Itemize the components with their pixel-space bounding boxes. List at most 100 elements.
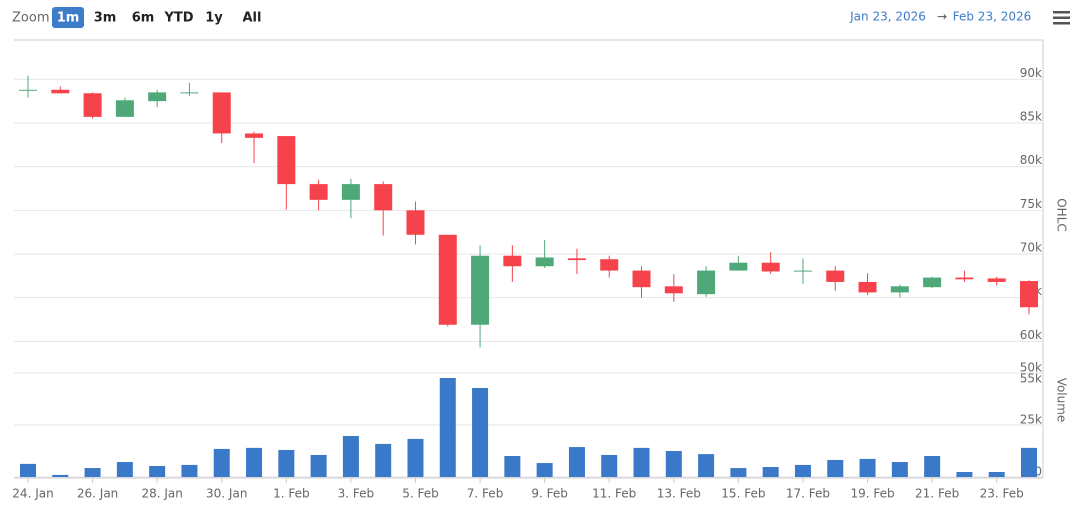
x-tick-label: 17. Feb <box>786 487 830 501</box>
candle-body <box>955 277 974 280</box>
y-tick-label: 80k <box>1020 153 1042 167</box>
zoom-button[interactable]: 3m <box>94 11 117 26</box>
x-tick-label: 21. Feb <box>915 487 959 501</box>
candle-body <box>632 270 651 288</box>
volume-bar <box>52 474 69 477</box>
volume-bar <box>1021 447 1037 477</box>
candle-body <box>212 92 231 134</box>
candle-body <box>923 277 942 288</box>
y-tick-label: 75k <box>1020 197 1042 211</box>
y-tick-label: 90k <box>1020 66 1042 80</box>
volume-bar <box>633 447 650 477</box>
zoom-buttons: 1m 3m 6m YTD 1y All <box>52 7 261 28</box>
volume-bar <box>20 463 36 477</box>
range-from[interactable]: Jan 23, 2026 <box>849 10 926 24</box>
candle-body <box>729 262 748 271</box>
zoom-button[interactable]: 1y <box>205 11 223 26</box>
candle-body <box>664 286 683 294</box>
volume-bar <box>84 468 101 477</box>
volume-bar <box>568 447 585 477</box>
x-tick-label: 1. Feb <box>273 487 310 501</box>
volume-bar <box>116 462 133 477</box>
candle-body <box>567 258 586 261</box>
x-tick-label: 28. Jan <box>141 487 182 501</box>
x-tick-label: 23. Feb <box>980 487 1024 501</box>
candle-body <box>503 255 522 267</box>
candle-body <box>19 89 37 91</box>
range-arrow: → <box>937 10 947 24</box>
volume-bar <box>859 458 876 477</box>
volume-bar <box>375 443 392 477</box>
y-tick-label: 85k <box>1020 109 1042 123</box>
x-tick-label: 7. Feb <box>467 487 504 501</box>
x-tick-label: 5. Feb <box>402 487 439 501</box>
candle-body <box>309 184 328 200</box>
x-tick-label: 15. Feb <box>721 487 765 501</box>
volume-bar <box>730 468 747 477</box>
candle-body <box>535 257 554 267</box>
zoom-button[interactable]: YTD <box>163 11 193 26</box>
y2-tick-label: 50k <box>1020 361 1042 375</box>
candle-body <box>115 100 134 117</box>
menu-button[interactable] <box>1053 11 1070 25</box>
zoom-button[interactable]: 6m <box>132 11 155 26</box>
volume-bar <box>601 454 618 477</box>
x-tick-label: 26. Jan <box>77 487 118 501</box>
volume-bar <box>988 472 1005 477</box>
volume-bar <box>407 438 424 477</box>
volume-bar <box>891 462 908 477</box>
zoom-button[interactable]: All <box>243 11 262 26</box>
x-tick-label: 3. Feb <box>338 487 375 501</box>
candle-body <box>826 270 845 282</box>
volume-bar <box>472 387 489 477</box>
candle-body <box>858 281 877 293</box>
volume-bar <box>342 436 359 477</box>
x-tick-label: 11. Feb <box>592 487 636 501</box>
candle-body <box>341 184 360 200</box>
y2-tick-label: 25k <box>1020 413 1042 427</box>
zoom-button[interactable]: 1m <box>57 11 80 26</box>
volume-bar <box>827 459 844 477</box>
volume-bar <box>924 455 941 477</box>
candle-body <box>600 259 619 271</box>
volume-bar <box>956 472 973 477</box>
y2-axis-title: Volume <box>1055 378 1069 423</box>
volume-bar <box>698 454 715 477</box>
candle-body <box>180 92 199 94</box>
volume-bar <box>794 464 811 477</box>
x-tick-label: 9. Feb <box>531 487 568 501</box>
x-tick-label: 13. Feb <box>657 487 701 501</box>
y-tick-label: 70k <box>1020 240 1042 254</box>
candle-body <box>374 184 393 211</box>
candle-body <box>51 89 70 94</box>
volume-bar <box>536 463 553 477</box>
volume-bar <box>439 377 456 477</box>
candle-body <box>438 234 457 325</box>
x-tick-label: 24. Jan <box>12 487 53 501</box>
y-tick-label: 60k <box>1020 328 1042 342</box>
selected-button-bg <box>52 7 84 28</box>
menu-bar <box>1053 22 1070 25</box>
candle-body <box>148 92 167 102</box>
x-tick-label: 30. Jan <box>206 487 247 501</box>
volume-bar <box>181 464 198 477</box>
menu-bar <box>1053 11 1070 14</box>
volume-bar <box>149 465 166 477</box>
candle-body <box>83 93 102 117</box>
volume-bar <box>246 447 263 477</box>
volume-bar <box>504 455 521 477</box>
volume-bar <box>310 454 327 477</box>
candle-body <box>697 270 716 295</box>
candle-body <box>471 255 490 325</box>
volume-bar <box>213 448 230 477</box>
candle-body <box>1020 281 1038 308</box>
y-tick-label: 55k <box>1020 372 1042 386</box>
volume-bar <box>665 451 682 477</box>
range-to[interactable]: Feb 23, 2026 <box>953 10 1032 24</box>
zoom-label: Zoom <box>12 11 49 26</box>
menu-bar <box>1053 16 1070 19</box>
candle-body <box>793 270 812 272</box>
y2-tick-label: 0 <box>1034 465 1042 479</box>
candle-body <box>406 210 425 235</box>
